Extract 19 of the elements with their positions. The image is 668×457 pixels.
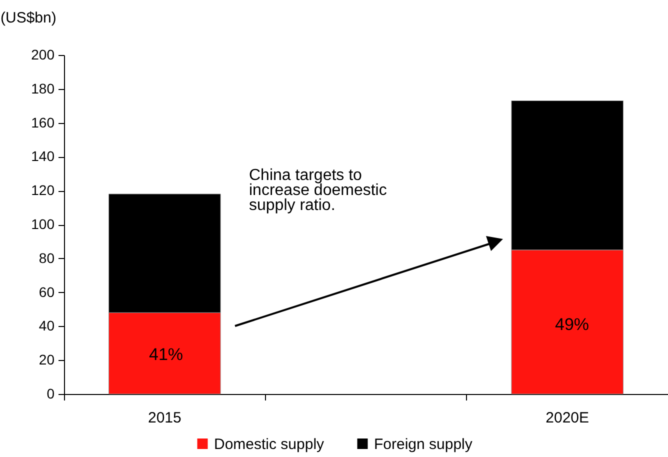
legend-label: Foreign supply xyxy=(374,436,473,453)
y-tick-label: 60 xyxy=(38,284,55,300)
y-tick-label: 200 xyxy=(31,46,55,62)
x-tick-label: 2020E xyxy=(546,410,590,426)
y-tick-label: 120 xyxy=(31,182,55,198)
y-tick-label: 20 xyxy=(38,352,55,368)
y-tick-label: 80 xyxy=(38,250,55,266)
y-tick-label: 140 xyxy=(31,148,55,164)
y-axis-title: (US$bn) xyxy=(0,10,56,26)
legend-label: Domestic supply xyxy=(214,436,325,453)
annotation: China targets to increase doemestic supply ratio. xyxy=(249,167,387,214)
annotation: 49% xyxy=(554,315,590,334)
y-tick-label: 180 xyxy=(31,80,55,96)
y-tick-label: 40 xyxy=(38,318,55,334)
annotation: 41% xyxy=(148,345,184,364)
x-tick-label: 2015 xyxy=(148,410,182,426)
y-tick-label: 100 xyxy=(31,216,55,232)
y-tick-label: 160 xyxy=(31,114,55,130)
y-tick-label: 0 xyxy=(46,386,55,402)
